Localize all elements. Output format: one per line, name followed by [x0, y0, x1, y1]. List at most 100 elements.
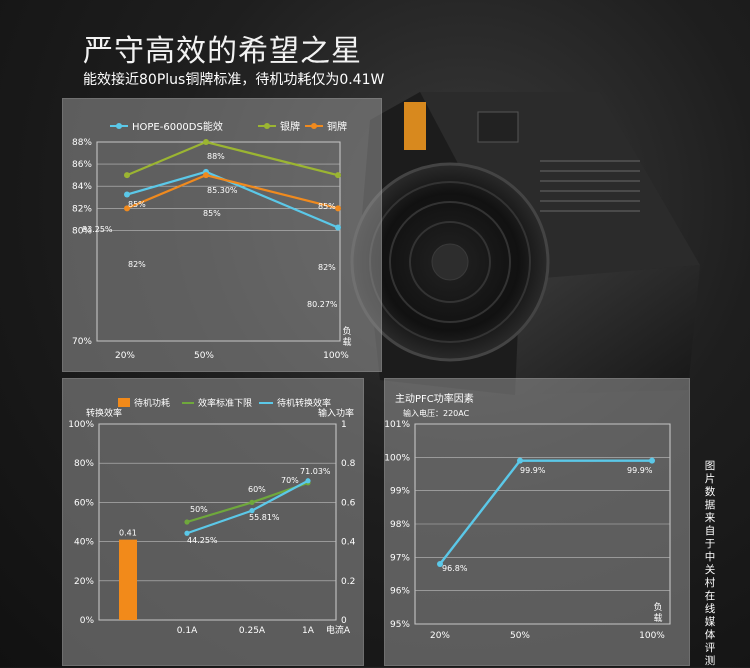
data-point [184, 519, 190, 525]
y-tick-label-left: 20% [74, 577, 94, 587]
data-point [649, 457, 655, 464]
y-tick-label: 98% [390, 520, 410, 530]
data-point [184, 530, 190, 536]
data-label: 88% [207, 152, 225, 161]
data-label: 55.81% [249, 513, 280, 522]
legend-label: 效率标准下限 [198, 397, 252, 409]
data-point [335, 172, 341, 179]
chart-subtitle: 输入电压：220AC [403, 408, 470, 418]
legend-label: HOPE-6000DS能效 [132, 120, 223, 133]
data-point [124, 191, 130, 198]
pfc-chart-panel [384, 378, 690, 666]
y-tick-label-right: 0.2 [341, 577, 355, 587]
y-axis-label-left: 转换效率 [86, 407, 122, 419]
efficiency-chart-panel [62, 98, 382, 372]
x-tick-label: 20% [115, 351, 135, 361]
data-label: 0.41 [119, 529, 137, 538]
page-title: 严守高效的希望之星 [83, 34, 362, 69]
source-note: 图片数据来自于中关村在线媒体评测 [704, 460, 716, 667]
data-label: 83.25% [82, 225, 113, 234]
y-tick-label: 97% [390, 553, 410, 563]
x-tick-label: 0.25A [239, 626, 266, 636]
y-tick-label: 82% [72, 204, 92, 214]
legend-label: 铜牌 [327, 120, 347, 133]
chart-title: 主动PFC功率因素 [395, 392, 474, 405]
series-line [126, 140, 339, 177]
series-line [439, 459, 652, 565]
y-axis-label-right: 输入功率 [318, 407, 354, 419]
y-tick-label: 88% [72, 138, 92, 148]
x-tick-label: 0.1A [177, 626, 198, 636]
legend-marker [311, 123, 317, 129]
standby-bar [119, 539, 137, 620]
data-label: 85% [318, 202, 336, 211]
legend-label: 待机转换效率 [277, 397, 331, 409]
data-label: 99.9% [520, 466, 546, 475]
y-tick-label: 70% [72, 337, 92, 347]
y-tick-label-left: 0% [80, 616, 95, 626]
y-tick-label: 80% [72, 226, 92, 236]
data-point [124, 205, 130, 212]
y-tick-label: 86% [72, 160, 92, 170]
psu-side-face [515, 265, 700, 395]
x-axis-label: 负 [342, 325, 351, 337]
data-point [437, 561, 443, 567]
legend-marker [264, 123, 270, 129]
y-tick-label-right: 0 [341, 616, 347, 626]
data-label: 82% [318, 263, 336, 272]
data-point [203, 172, 209, 179]
data-label: 71.03% [300, 467, 331, 476]
x-tick-label: 20% [430, 631, 450, 641]
data-point [249, 499, 255, 505]
data-point [305, 478, 311, 484]
data-label: 44.25% [187, 536, 218, 545]
y-tick-label-left: 80% [74, 459, 94, 469]
data-point [335, 224, 341, 231]
y-tick-label-left: 100% [68, 420, 94, 430]
x-tick-label: 100% [323, 351, 349, 361]
y-tick-label-right: 1 [341, 420, 347, 430]
data-label: 50% [190, 505, 208, 514]
data-label: 99.9% [627, 466, 653, 475]
data-label: 70% [281, 476, 299, 485]
x-axis-label: 载 [342, 336, 351, 348]
legend-swatch [118, 398, 130, 407]
x-tick-label: 1A [302, 626, 315, 636]
data-label: 80.27% [307, 300, 338, 309]
data-point [517, 457, 523, 464]
y-tick-label: 95% [390, 620, 410, 630]
power-socket-icon [477, 111, 519, 143]
x-tick-label: 50% [194, 351, 214, 361]
data-label: 85% [128, 200, 146, 209]
x-axis-label: 负 [653, 601, 662, 613]
y-tick-label: 100% [384, 453, 410, 463]
data-point [124, 172, 130, 179]
data-point [203, 139, 209, 145]
y-tick-label-right: 0.6 [341, 498, 356, 508]
x-tick-label: 100% [639, 631, 665, 641]
legend-label: 银牌 [280, 120, 300, 133]
y-tick-label-right: 0.8 [341, 459, 356, 469]
data-label: 60% [248, 485, 266, 494]
legend-marker [116, 123, 122, 129]
y-tick-label: 99% [390, 487, 410, 497]
spec-label-sticker [404, 102, 426, 150]
legend-label: 待机功耗 [134, 397, 170, 409]
data-point [249, 508, 255, 514]
x-axis-label: 电流A [326, 624, 351, 636]
page-subtitle: 能效接近80Plus铜牌标准，待机功耗仅为0.41W [83, 72, 385, 88]
y-tick-label-left: 60% [74, 498, 94, 508]
data-label: 85.30% [207, 186, 238, 195]
y-tick-label: 96% [390, 587, 410, 597]
x-axis-label: 载 [653, 612, 662, 624]
y-tick-label-left: 40% [74, 538, 94, 548]
y-tick-label: 84% [72, 182, 92, 192]
y-tick-label: 101% [384, 420, 410, 430]
data-label: 85% [203, 209, 221, 218]
data-label: 96.8% [442, 564, 468, 573]
data-point [335, 205, 341, 212]
data-label: 82% [128, 260, 146, 269]
x-tick-label: 50% [510, 631, 530, 641]
